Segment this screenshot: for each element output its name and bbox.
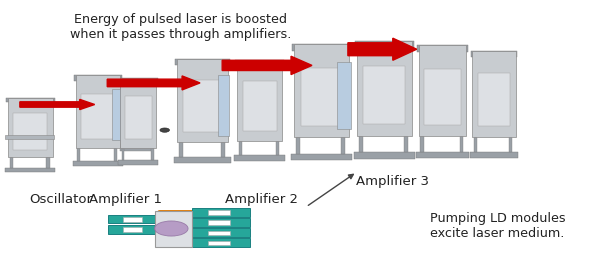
Bar <box>76 75 121 148</box>
Bar <box>122 148 124 160</box>
Bar <box>125 96 152 139</box>
Bar <box>460 136 463 152</box>
FancyArrow shape <box>222 56 312 75</box>
Bar <box>353 153 415 159</box>
Bar <box>301 68 343 126</box>
Bar <box>81 94 115 139</box>
Bar <box>208 241 230 245</box>
Text: Energy of pulsed laser is boosted
when it passes through amplifiers.: Energy of pulsed laser is boosted when i… <box>70 13 291 41</box>
Bar <box>404 136 408 153</box>
Bar <box>421 136 424 152</box>
Bar <box>174 157 231 163</box>
Bar <box>151 148 154 160</box>
Bar <box>235 60 284 66</box>
Circle shape <box>160 128 170 132</box>
Bar <box>121 78 157 148</box>
Bar <box>470 152 518 159</box>
Bar <box>509 137 512 152</box>
Bar <box>296 137 300 154</box>
Text: Amplifier 1: Amplifier 1 <box>89 193 162 207</box>
Bar <box>276 141 279 156</box>
Bar <box>8 98 53 157</box>
Bar <box>121 144 154 151</box>
Bar <box>364 66 406 124</box>
Bar <box>474 137 477 152</box>
Bar <box>218 75 229 136</box>
Text: Pumping LD modules
excite laser medium.: Pumping LD modules excite laser medium. <box>430 212 565 240</box>
Bar <box>155 211 191 247</box>
Bar <box>355 41 414 49</box>
Bar <box>10 157 13 168</box>
Bar <box>424 69 461 125</box>
Bar <box>291 154 352 160</box>
Bar <box>294 44 349 137</box>
Bar <box>419 45 466 136</box>
Bar <box>179 142 183 157</box>
FancyBboxPatch shape <box>191 238 250 247</box>
Bar <box>46 157 50 168</box>
Text: Amplifier 2: Amplifier 2 <box>224 193 298 207</box>
Bar <box>73 161 123 166</box>
Bar <box>208 220 230 225</box>
Bar <box>114 148 117 161</box>
Text: Oscillator: Oscillator <box>29 193 92 207</box>
Bar <box>77 148 80 161</box>
Bar <box>177 59 228 142</box>
Bar <box>472 51 515 137</box>
Bar <box>359 136 363 153</box>
Bar <box>208 231 230 235</box>
Bar <box>292 44 351 51</box>
Bar <box>337 62 351 130</box>
Bar <box>237 60 282 141</box>
FancyArrow shape <box>20 99 95 109</box>
Bar <box>112 89 121 140</box>
FancyArrow shape <box>107 76 200 90</box>
Bar <box>122 217 142 221</box>
Circle shape <box>155 221 188 236</box>
Bar <box>6 98 55 102</box>
FancyBboxPatch shape <box>191 208 250 217</box>
FancyBboxPatch shape <box>191 228 250 237</box>
Bar <box>13 113 47 150</box>
Bar <box>416 45 469 52</box>
Bar <box>221 142 224 157</box>
FancyBboxPatch shape <box>191 218 250 227</box>
Bar <box>121 89 142 130</box>
Bar <box>341 137 345 154</box>
Bar <box>470 51 517 57</box>
Bar <box>184 80 222 132</box>
Bar <box>239 141 242 156</box>
Bar <box>478 73 511 127</box>
Bar <box>208 210 230 215</box>
Bar <box>5 168 55 172</box>
Bar <box>119 78 158 83</box>
Bar <box>357 41 412 136</box>
Bar <box>175 59 230 65</box>
Bar <box>122 227 142 232</box>
Bar <box>235 156 285 161</box>
FancyBboxPatch shape <box>108 225 160 234</box>
Text: Amplifier 3: Amplifier 3 <box>356 175 429 188</box>
Bar <box>5 134 54 139</box>
Bar <box>118 160 158 165</box>
FancyBboxPatch shape <box>108 215 160 223</box>
FancyArrow shape <box>348 38 417 60</box>
Bar <box>74 75 122 81</box>
Bar <box>242 81 277 131</box>
Bar <box>416 152 469 158</box>
